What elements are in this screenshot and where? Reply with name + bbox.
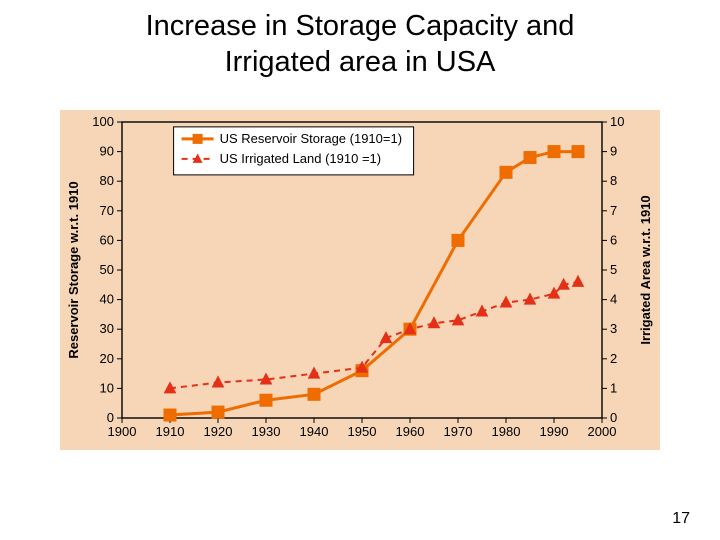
svg-text:0: 0 — [610, 410, 617, 425]
svg-text:40: 40 — [100, 292, 114, 307]
svg-text:8: 8 — [610, 173, 617, 188]
svg-text:10: 10 — [610, 114, 624, 129]
svg-text:80: 80 — [100, 173, 114, 188]
svg-text:2000: 2000 — [588, 424, 617, 439]
svg-text:30: 30 — [100, 321, 114, 336]
svg-text:US Reservoir Storage (1910=1): US Reservoir Storage (1910=1) — [220, 131, 402, 146]
svg-text:60: 60 — [100, 232, 114, 247]
page-number: 17 — [672, 510, 690, 528]
title-line-1: Increase in Storage Capacity and — [146, 10, 575, 42]
svg-text:1920: 1920 — [204, 424, 233, 439]
svg-text:0: 0 — [107, 410, 114, 425]
svg-text:6: 6 — [610, 232, 617, 247]
svg-text:1910: 1910 — [156, 424, 185, 439]
svg-text:10: 10 — [100, 380, 114, 395]
svg-text:50: 50 — [100, 262, 114, 277]
svg-text:1990: 1990 — [540, 424, 569, 439]
svg-text:US Irrigated Land (1910 =1): US Irrigated Land (1910 =1) — [220, 151, 382, 166]
svg-text:1940: 1940 — [300, 424, 329, 439]
svg-text:9: 9 — [610, 144, 617, 159]
svg-text:1930: 1930 — [252, 424, 281, 439]
svg-text:Irrigated Area w.r.t. 1910: Irrigated Area w.r.t. 1910 — [638, 195, 653, 344]
svg-text:90: 90 — [100, 144, 114, 159]
svg-text:1950: 1950 — [348, 424, 377, 439]
line-chart: 1900191019201930194019501960197019801990… — [60, 110, 660, 450]
svg-text:7: 7 — [610, 203, 617, 218]
title-line-2: Irrigated area in USA — [225, 46, 496, 78]
svg-text:2: 2 — [610, 351, 617, 366]
svg-text:4: 4 — [610, 292, 617, 307]
svg-text:1: 1 — [610, 380, 617, 395]
svg-text:1900: 1900 — [108, 424, 137, 439]
slide-title: Increase in Storage Capacity and Irrigat… — [0, 0, 720, 81]
svg-text:70: 70 — [100, 203, 114, 218]
svg-text:1980: 1980 — [492, 424, 521, 439]
svg-text:5: 5 — [610, 262, 617, 277]
svg-text:100: 100 — [92, 114, 114, 129]
svg-text:3: 3 — [610, 321, 617, 336]
svg-text:1970: 1970 — [444, 424, 473, 439]
slide: Increase in Storage Capacity and Irrigat… — [0, 0, 720, 540]
svg-text:1960: 1960 — [396, 424, 425, 439]
svg-text:20: 20 — [100, 351, 114, 366]
chart-container: 1900191019201930194019501960197019801990… — [60, 110, 660, 450]
svg-text:Reservoir Storage w.r.t. 1910: Reservoir Storage w.r.t. 1910 — [66, 181, 81, 358]
